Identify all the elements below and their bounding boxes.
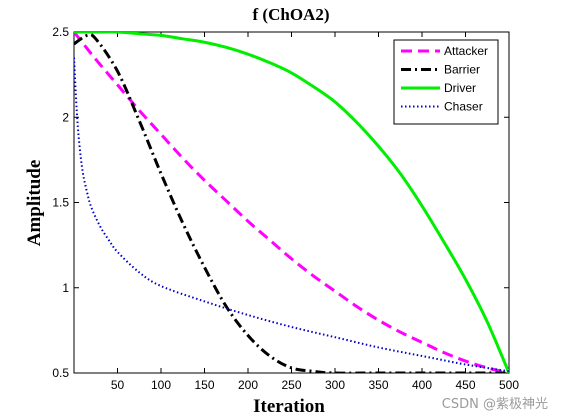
legend-box <box>393 39 499 125</box>
x-axis-label: Iteration <box>253 396 325 417</box>
x-tick-label: 50 <box>111 378 125 392</box>
watermark-text: CSDN @紫极神光 <box>442 397 548 412</box>
y-axis-label: Amplitude <box>24 160 45 247</box>
series-line-driver <box>74 32 509 373</box>
x-tick-label: 350 <box>368 378 388 392</box>
series-line-attacker <box>74 32 509 373</box>
series-group <box>74 32 509 373</box>
y-tick-label: 2 <box>62 110 69 124</box>
legend-label-chaser: Chaser <box>444 100 483 114</box>
x-axis: 50 100 150 200 250 300 350 400 450 500 <box>111 32 519 392</box>
y-tick-label: 0.5 <box>52 366 69 380</box>
legend-label-attacker: Attacker <box>444 44 488 58</box>
series-line-chaser <box>74 57 509 373</box>
x-tick-label: 450 <box>455 378 475 392</box>
y-axis: 0.5 1 1.5 2 2.5 <box>52 25 509 380</box>
chart-title: f (ChOA2) <box>253 5 330 24</box>
legend-label-barrier: Barrier <box>444 63 480 77</box>
legend: Attacker Barrier Driver Chaser <box>393 39 499 125</box>
x-tick-label: 500 <box>499 378 519 392</box>
x-tick-label: 300 <box>325 378 345 392</box>
x-tick-label: 100 <box>151 378 171 392</box>
y-tick-label: 2.5 <box>52 25 69 39</box>
x-tick-label: 150 <box>194 378 214 392</box>
y-tick-label: 1.5 <box>52 196 69 210</box>
series-line-barrier <box>74 33 509 373</box>
x-tick-label: 250 <box>281 378 301 392</box>
y-tick-label: 1 <box>62 281 69 295</box>
legend-label-driver: Driver <box>444 81 476 95</box>
x-tick-label: 200 <box>238 378 258 392</box>
x-tick-label: 400 <box>412 378 432 392</box>
